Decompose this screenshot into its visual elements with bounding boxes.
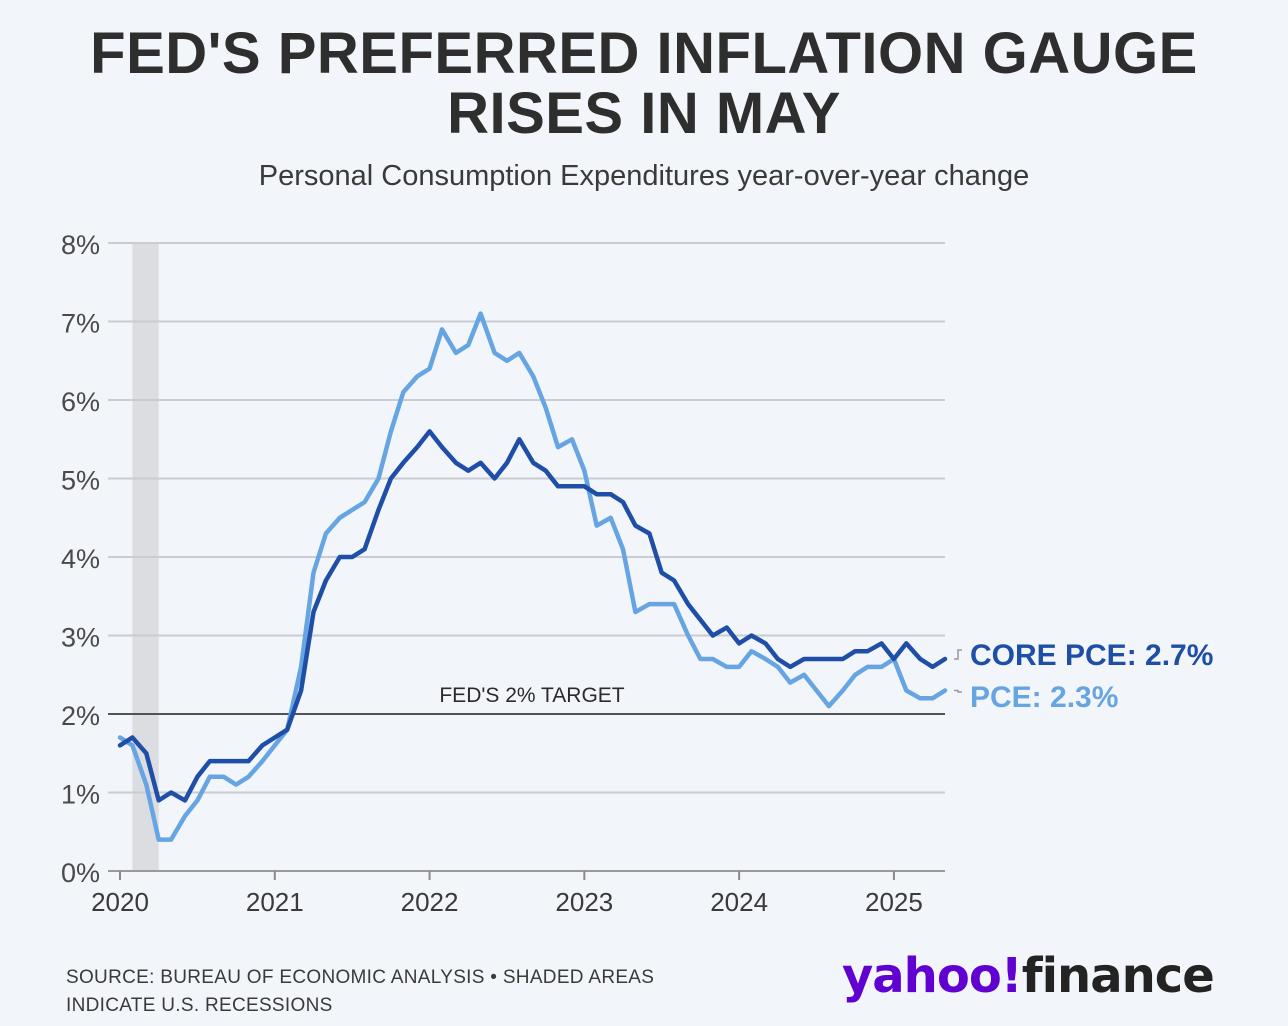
y-tick-label: 2%	[61, 701, 100, 731]
pce-end-label: PCE: 2.3%	[970, 681, 1118, 714]
y-tick-label: 6%	[61, 387, 100, 417]
y-tick-label: 4%	[61, 544, 100, 574]
core-pce-series-line	[117, 429, 948, 803]
logo-product: finance	[1021, 948, 1215, 1004]
logo-brand: yahoo!	[842, 948, 1023, 1004]
yahoo-finance-logo: yahoo!finance	[842, 948, 1215, 1004]
x-tick-label: 2021	[246, 887, 304, 917]
chart-title: FED'S PREFERRED INFLATION GAUGE RISES IN…	[0, 24, 1288, 144]
title-line-2: RISES IN MAY	[447, 81, 841, 146]
source-note: SOURCE: BUREAU OF ECONOMIC ANALYSIS • SH…	[66, 964, 766, 1020]
y-tick-label: 8%	[61, 230, 100, 260]
target-line-label: FED'S 2% TARGET	[439, 684, 624, 707]
y-tick-label: 0%	[61, 858, 100, 888]
source-line-2: INDICATE U.S. RECESSIONS	[66, 995, 333, 1016]
y-tick-label: 5%	[61, 466, 100, 496]
y-tick-label: 3%	[61, 623, 100, 653]
x-tick-label: 2022	[401, 887, 459, 917]
x-tick-label: 2024	[710, 887, 768, 917]
source-line-1: SOURCE: BUREAU OF ECONOMIC ANALYSIS • SH…	[66, 967, 655, 988]
pce-label-leader	[954, 689, 962, 693]
y-tick-label: 7%	[61, 309, 100, 339]
x-tick-label: 2020	[91, 887, 149, 917]
x-tick-label: 2025	[865, 887, 923, 917]
core-pce-end-label: CORE PCE: 2.7%	[970, 639, 1213, 672]
y-tick-label: 1%	[61, 780, 100, 810]
pce-series-line	[117, 311, 948, 842]
chart-subtitle: Personal Consumption Expenditures year-o…	[258, 160, 1030, 192]
title-line-1: FED'S PREFERRED INFLATION GAUGE	[90, 21, 1198, 86]
core-pce-label-leader	[954, 649, 962, 660]
x-tick-label: 2023	[555, 887, 613, 917]
